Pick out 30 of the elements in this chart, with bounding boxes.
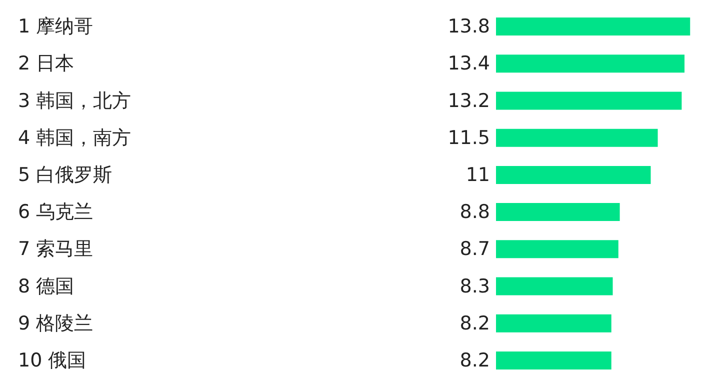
bar xyxy=(496,128,658,147)
y-tick-label: 7 索马里 xyxy=(18,238,94,260)
y-tick-label: 1 摩纳哥 xyxy=(18,16,94,38)
y-tick-label: 8 德国 xyxy=(18,275,74,298)
data-label: 13.4 xyxy=(448,52,490,75)
bar xyxy=(496,54,684,73)
y-tick-label: 10 俄国 xyxy=(18,349,86,372)
data-label: 8.7 xyxy=(460,238,490,260)
bar xyxy=(496,18,690,36)
bar xyxy=(496,314,612,332)
data-label: 8.8 xyxy=(460,201,490,224)
y-tick-label: 6 乌克兰 xyxy=(18,201,94,224)
data-label: 8.2 xyxy=(460,312,490,334)
data-label: 11.5 xyxy=(448,126,490,149)
bar xyxy=(496,240,618,258)
bar xyxy=(496,92,682,110)
bar xyxy=(496,166,651,184)
data-label: 11 xyxy=(466,164,490,186)
bar xyxy=(496,203,620,222)
y-tick-label: 9 格陵兰 xyxy=(18,312,94,334)
y-tick-label: 5 白俄罗斯 xyxy=(18,164,112,186)
data-label: 13.8 xyxy=(448,16,490,38)
y-tick-label: 2 日本 xyxy=(18,52,74,75)
bar xyxy=(496,277,613,296)
y-tick-label: 4 韩国，南方 xyxy=(18,126,132,149)
data-label: 13.2 xyxy=(448,90,490,112)
data-label: 8.2 xyxy=(460,349,490,372)
data-label: 8.3 xyxy=(460,275,490,298)
y-tick-label: 3 韩国，北方 xyxy=(18,90,132,112)
bar xyxy=(496,351,612,370)
